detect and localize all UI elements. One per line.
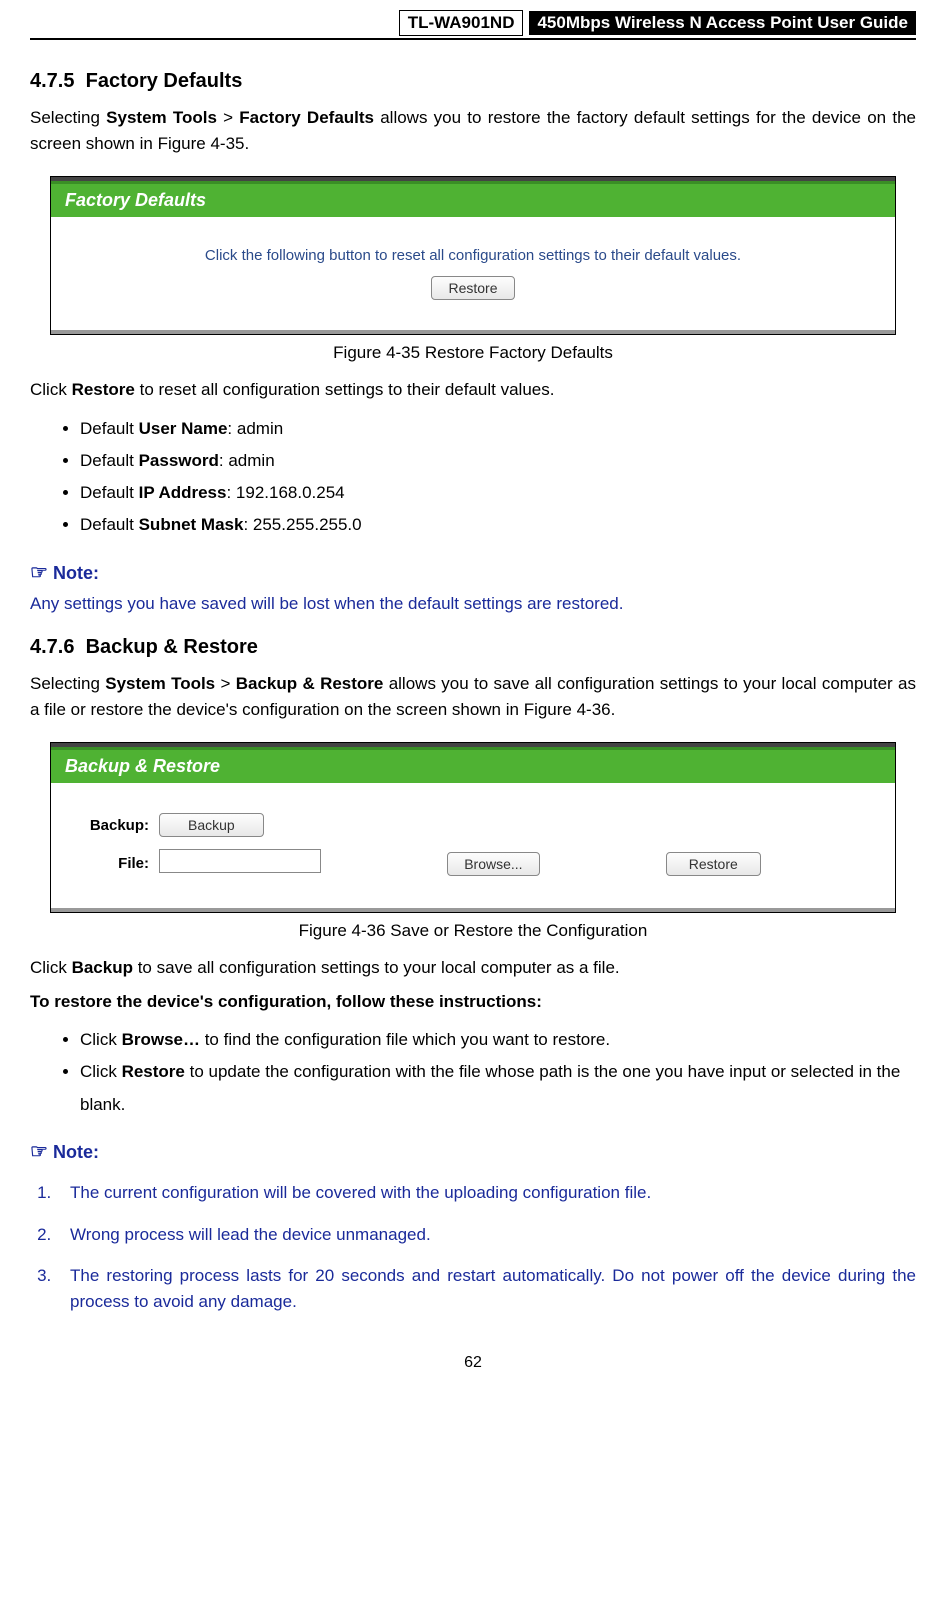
page-number: 62 [30, 1354, 916, 1372]
section-heading-factory-defaults: 4.7.5 Factory Defaults [30, 70, 916, 93]
note-heading-2: ☞ Note: [30, 1139, 916, 1164]
figure1-header: Factory Defaults [51, 181, 895, 217]
list-item: Click Browse… to find the configuration … [80, 1024, 916, 1056]
backup-button[interactable]: Backup [159, 813, 264, 837]
list-item: Default Password: admin [80, 445, 916, 477]
figure-4-36: Backup & Restore Backup: Backup File: Br… [50, 742, 896, 913]
list-item: Click Restore to update the configuratio… [80, 1056, 916, 1121]
restore-file-button[interactable]: Restore [666, 852, 761, 876]
backup-label: Backup: [69, 817, 149, 834]
figure-4-35: Factory Defaults Click the following but… [50, 176, 896, 335]
file-input[interactable] [159, 849, 321, 873]
note1-text: Any settings you have saved will be lost… [30, 591, 916, 617]
restore-button[interactable]: Restore [431, 276, 514, 300]
instructions-list: Click Browse… to find the configuration … [80, 1024, 916, 1121]
note2-list: The current configuration will be covere… [30, 1180, 916, 1314]
page-header: TL-WA901ND 450Mbps Wireless N Access Poi… [30, 10, 916, 36]
list-item: Wrong process will lead the device unman… [56, 1222, 916, 1248]
list-item: The restoring process lasts for 20 secon… [56, 1263, 916, 1314]
file-label: File: [69, 855, 149, 872]
figure2-header: Backup & Restore [51, 747, 895, 783]
list-item: The current configuration will be covere… [56, 1180, 916, 1206]
click-backup-text: Click Backup to save all configuration s… [30, 955, 916, 981]
header-divider [30, 38, 916, 40]
pointing-hand-icon: ☞ [30, 562, 48, 584]
model-label: TL-WA901ND [399, 10, 524, 36]
intro-paragraph-1: Selecting System Tools > Factory Default… [30, 105, 916, 156]
section-heading-backup-restore: 4.7.6 Backup & Restore [30, 636, 916, 659]
pointing-hand-icon: ☞ [30, 1141, 48, 1163]
list-item: Default Subnet Mask: 255.255.255.0 [80, 509, 916, 541]
browse-button[interactable]: Browse... [447, 852, 539, 876]
figure2-caption: Figure 4-36 Save or Restore the Configur… [30, 921, 916, 941]
defaults-list: Default User Name: admin Default Passwor… [80, 413, 916, 542]
guide-title: 450Mbps Wireless N Access Point User Gui… [529, 11, 916, 35]
note-heading-1: ☞ Note: [30, 560, 916, 585]
list-item: Default User Name: admin [80, 413, 916, 445]
list-item: Default IP Address: 192.168.0.254 [80, 477, 916, 509]
intro-paragraph-2: Selecting System Tools > Backup & Restor… [30, 671, 916, 722]
figure1-caption: Figure 4-35 Restore Factory Defaults [30, 343, 916, 363]
click-restore-text: Click Restore to reset all configuration… [30, 377, 916, 403]
instructions-heading: To restore the device's configuration, f… [30, 989, 916, 1015]
figure1-text: Click the following button to reset all … [71, 247, 875, 264]
